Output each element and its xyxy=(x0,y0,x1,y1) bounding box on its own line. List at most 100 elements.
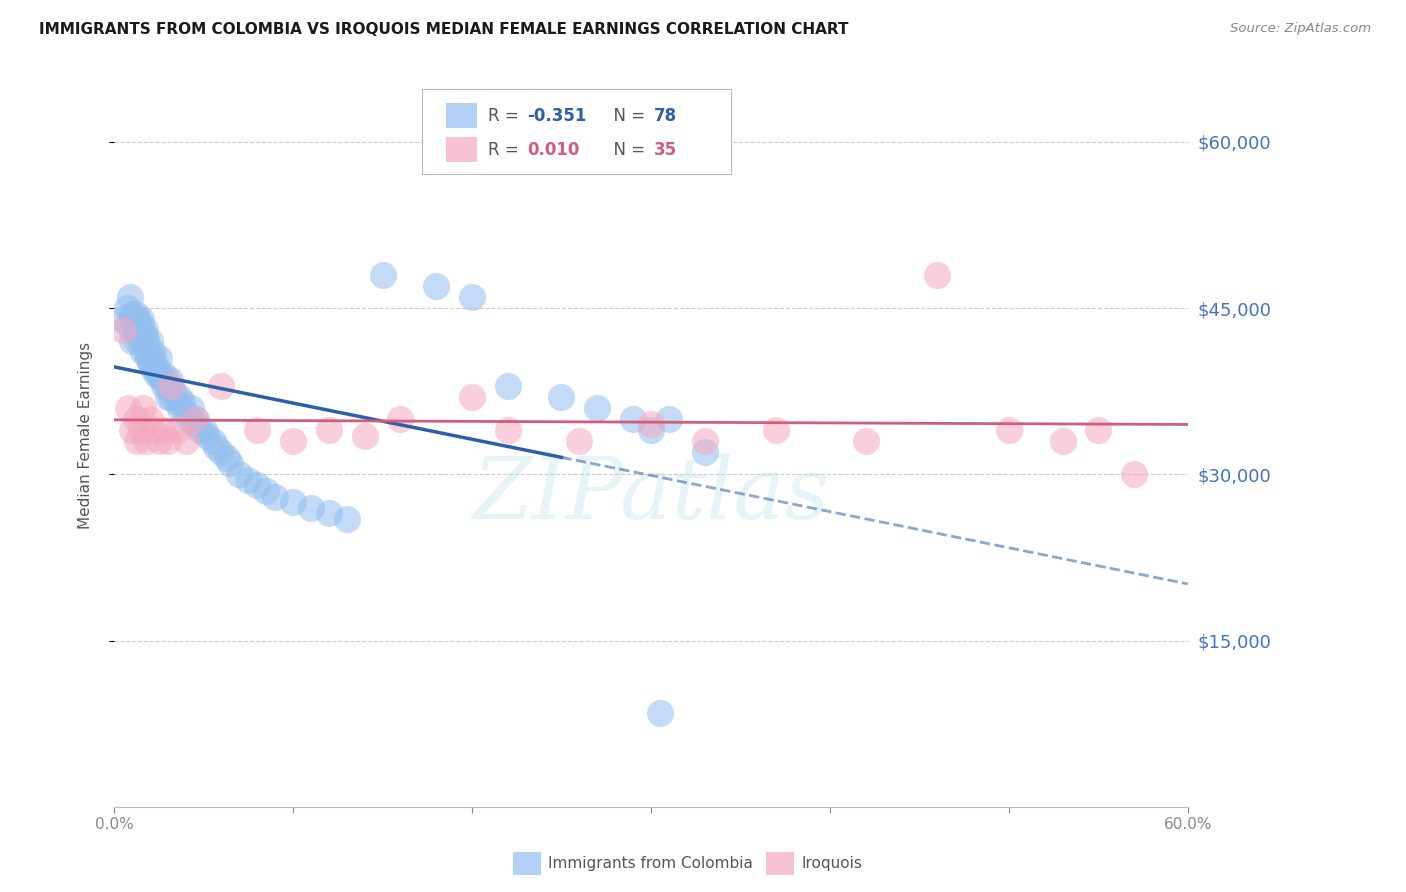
Point xyxy=(156,434,179,448)
Point xyxy=(693,445,716,459)
Point xyxy=(129,423,152,437)
Text: Immigrants from Colombia: Immigrants from Colombia xyxy=(548,856,754,871)
Point xyxy=(640,423,662,437)
Point xyxy=(550,390,572,404)
Point xyxy=(1087,423,1109,437)
Point xyxy=(124,412,146,426)
Point xyxy=(211,378,233,392)
Point xyxy=(238,473,260,487)
Point xyxy=(371,268,394,282)
Point xyxy=(152,373,174,387)
Point xyxy=(135,434,157,448)
Point xyxy=(156,390,179,404)
Point xyxy=(353,428,375,442)
Point xyxy=(172,395,194,409)
Point xyxy=(201,434,224,448)
Point xyxy=(1052,434,1074,448)
Text: N =: N = xyxy=(603,107,651,125)
Point xyxy=(998,423,1021,437)
Point xyxy=(122,323,145,337)
Point xyxy=(156,378,179,392)
Point xyxy=(160,390,183,404)
Point xyxy=(281,434,304,448)
Text: 0.010: 0.010 xyxy=(527,141,579,159)
Point xyxy=(496,378,519,392)
Text: ZIPatlas: ZIPatlas xyxy=(472,454,830,536)
Point xyxy=(115,301,138,315)
Point xyxy=(142,362,165,376)
Point xyxy=(142,345,165,359)
Point xyxy=(586,401,609,415)
Point xyxy=(195,428,218,442)
Point xyxy=(461,390,484,404)
Point xyxy=(174,406,197,420)
Point xyxy=(219,456,242,470)
Point xyxy=(621,412,644,426)
Point xyxy=(117,401,139,415)
Point xyxy=(153,368,176,382)
Point xyxy=(148,434,170,448)
Point xyxy=(211,445,233,459)
Point xyxy=(121,312,143,326)
Point xyxy=(135,345,157,359)
Point xyxy=(139,345,162,359)
Point xyxy=(139,356,162,370)
Point xyxy=(132,401,155,415)
Point xyxy=(132,345,155,359)
Point xyxy=(139,334,162,349)
Point xyxy=(205,440,228,454)
Point xyxy=(146,368,169,382)
Point xyxy=(169,401,191,415)
Point xyxy=(658,412,681,426)
Text: 78: 78 xyxy=(654,107,676,125)
Text: IMMIGRANTS FROM COLOMBIA VS IROQUOIS MEDIAN FEMALE EARNINGS CORRELATION CHART: IMMIGRANTS FROM COLOMBIA VS IROQUOIS MED… xyxy=(39,22,849,37)
Point xyxy=(166,395,188,409)
Point xyxy=(318,423,340,437)
Point xyxy=(124,323,146,337)
Text: Iroquois: Iroquois xyxy=(801,856,862,871)
Point xyxy=(129,334,152,349)
Point xyxy=(179,412,201,426)
Point xyxy=(127,312,149,326)
Point xyxy=(640,417,662,432)
Point xyxy=(183,417,205,432)
Point xyxy=(1123,467,1146,482)
Text: Source: ZipAtlas.com: Source: ZipAtlas.com xyxy=(1230,22,1371,36)
Point xyxy=(389,412,412,426)
Point xyxy=(135,334,157,349)
Point xyxy=(336,511,359,525)
Point xyxy=(246,423,269,437)
Point xyxy=(121,423,143,437)
Point xyxy=(148,368,170,382)
Point xyxy=(215,450,238,465)
Y-axis label: Median Female Earnings: Median Female Earnings xyxy=(79,342,93,529)
Point xyxy=(183,412,205,426)
Point xyxy=(160,378,183,392)
Point xyxy=(142,423,165,437)
Point xyxy=(855,434,877,448)
Point xyxy=(299,500,322,515)
Point xyxy=(153,423,176,437)
Point xyxy=(112,323,135,337)
Point xyxy=(117,318,139,332)
Point xyxy=(149,368,172,382)
Text: -0.351: -0.351 xyxy=(527,107,586,125)
Point xyxy=(186,412,208,426)
Point xyxy=(166,423,188,437)
Point xyxy=(188,423,211,437)
Point xyxy=(134,328,156,343)
Point xyxy=(159,373,181,387)
Point xyxy=(425,278,447,293)
Point xyxy=(162,384,184,399)
Point xyxy=(496,423,519,437)
Text: N =: N = xyxy=(603,141,651,159)
Point xyxy=(765,423,787,437)
Point xyxy=(174,434,197,448)
Point xyxy=(153,378,176,392)
Point xyxy=(318,506,340,520)
Text: 35: 35 xyxy=(654,141,676,159)
Point xyxy=(141,356,163,370)
Point xyxy=(129,312,152,326)
Point xyxy=(127,334,149,349)
Point xyxy=(143,356,166,370)
